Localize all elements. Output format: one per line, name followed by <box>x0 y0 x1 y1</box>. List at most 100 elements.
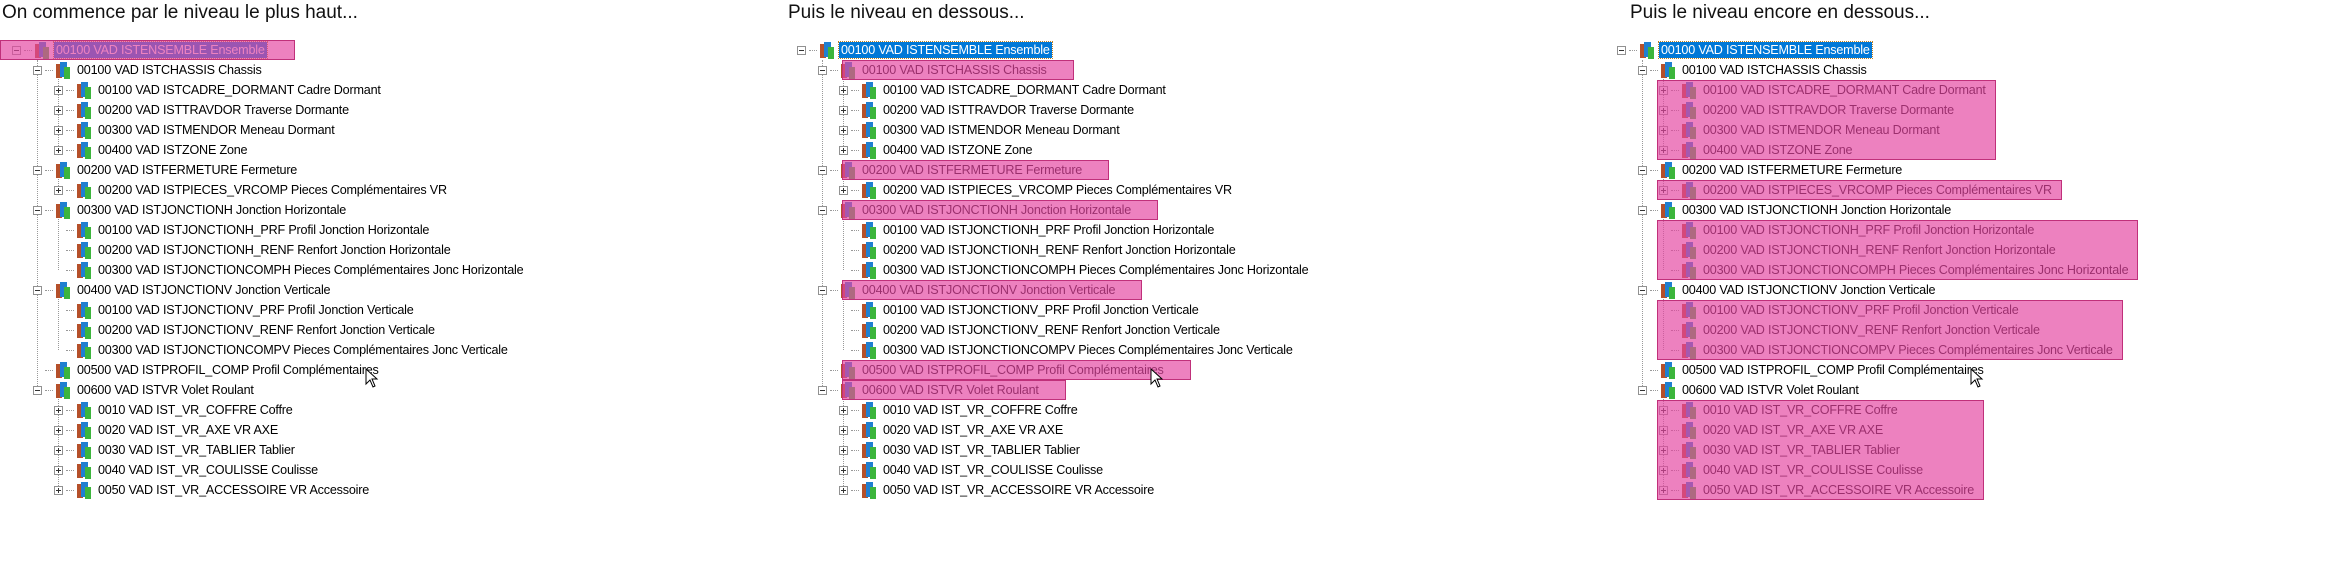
tree-node[interactable]: 0040 VAD IST_VR_COULISSE Coulisse <box>54 460 320 480</box>
tree-node[interactable]: 00100 VAD ISTCHASSIS Chassis <box>33 60 264 80</box>
collapse-icon[interactable] <box>1638 285 1647 295</box>
tree-node[interactable]: 00200 VAD ISTJONCTIONV_RENF Renfort Jonc… <box>839 320 1222 340</box>
expand-icon[interactable] <box>54 465 63 475</box>
collapse-icon[interactable] <box>1638 65 1647 75</box>
expand-icon[interactable] <box>54 85 63 95</box>
collapse-icon[interactable] <box>818 285 827 295</box>
expand-icon[interactable] <box>54 485 63 495</box>
tree-node[interactable]: 00600 VAD ISTVR Volet Roulant <box>1638 380 1861 400</box>
tree-node[interactable]: 00300 VAD ISTJONCTIONH Jonction Horizont… <box>1638 200 1953 220</box>
expand-icon[interactable] <box>839 185 848 195</box>
tree-connector <box>830 169 838 171</box>
book-stack-icon <box>76 101 92 119</box>
expand-icon[interactable] <box>54 445 63 455</box>
expand-icon[interactable] <box>54 125 63 135</box>
expand-icon[interactable] <box>54 185 63 195</box>
tree-node[interactable]: 0030 VAD IST_VR_TABLIER Tablier <box>839 440 1082 460</box>
tree-node[interactable]: 00400 VAD ISTZONE Zone <box>54 140 249 160</box>
tree-node[interactable]: 00100 VAD ISTCADRE_DORMANT Cadre Dormant <box>54 80 383 100</box>
expand-icon[interactable] <box>839 445 848 455</box>
tree-node[interactable]: 00200 VAD ISTTRAVDOR Traverse Dormante <box>54 100 351 120</box>
collapse-icon[interactable] <box>1638 165 1647 175</box>
tree-connector <box>66 429 74 431</box>
tree-node[interactable]: 00100 VAD ISTJONCTIONH_PRF Profil Joncti… <box>54 220 431 240</box>
tree-node[interactable]: 00100 VAD ISTJONCTIONH_PRF Profil Joncti… <box>839 220 1216 240</box>
collapse-icon[interactable] <box>1617 45 1626 55</box>
collapse-icon[interactable] <box>818 65 827 75</box>
collapse-icon[interactable] <box>33 165 42 175</box>
tree-node[interactable]: 00300 VAD ISTJONCTIONCOMPV Pieces Complé… <box>54 340 510 360</box>
tree-node[interactable]: 00200 VAD ISTPIECES_VRCOMP Pieces Complé… <box>54 180 449 200</box>
tree-node[interactable]: 00100 VAD ISTCADRE_DORMANT Cadre Dormant <box>839 80 1168 100</box>
book-stack-icon <box>861 461 877 479</box>
tree-node[interactable]: 00100 VAD ISTJONCTIONV_PRF Profil Joncti… <box>54 300 416 320</box>
expand-icon[interactable] <box>54 425 63 435</box>
mouse-pointer-icon <box>365 367 379 388</box>
tree-node[interactable]: 00200 VAD ISTTRAVDOR Traverse Dormante <box>839 100 1136 120</box>
expand-icon[interactable] <box>839 485 848 495</box>
tree-node[interactable]: 0020 VAD IST_VR_AXE VR AXE <box>54 420 280 440</box>
tree-node-label: 00100 VAD ISTJONCTIONV_PRF Profil Joncti… <box>883 303 1199 317</box>
tree-node[interactable]: 00200 VAD ISTJONCTIONH_RENF Renfort Jonc… <box>54 240 453 260</box>
tree-node[interactable]: 00300 VAD ISTMENDOR Meneau Dormant <box>54 120 337 140</box>
collapse-icon[interactable] <box>33 285 42 295</box>
tree-node[interactable]: 00200 VAD ISTJONCTIONV_RENF Renfort Jonc… <box>54 320 437 340</box>
tree-node-label: 0040 VAD IST_VR_COULISSE Coulisse <box>98 463 318 477</box>
tree-node[interactable]: 00500 VAD ISTPROFIL_COMP Profil Compléme… <box>33 360 381 380</box>
expand-icon[interactable] <box>839 145 848 155</box>
tree-node[interactable]: 00100 VAD ISTJONCTIONV_PRF Profil Joncti… <box>839 300 1201 320</box>
tree-node[interactable]: 00300 VAD ISTMENDOR Meneau Dormant <box>839 120 1122 140</box>
expand-icon[interactable] <box>839 425 848 435</box>
expand-icon[interactable] <box>839 405 848 415</box>
tree-node[interactable]: 0050 VAD IST_VR_ACCESSOIRE VR Accessoire <box>839 480 1156 500</box>
expand-icon[interactable] <box>839 125 848 135</box>
tree-node[interactable]: 00200 VAD ISTJONCTIONH_RENF Renfort Jonc… <box>839 240 1238 260</box>
expand-icon[interactable] <box>54 145 63 155</box>
tree-connector <box>66 249 74 251</box>
tree-node[interactable]: 00300 VAD ISTJONCTIONCOMPH Pieces Complé… <box>54 260 525 280</box>
collapse-icon[interactable] <box>33 385 42 395</box>
tree-node[interactable]: 00400 VAD ISTJONCTIONV Jonction Vertical… <box>1638 280 1937 300</box>
tree-node[interactable]: 00300 VAD ISTJONCTIONH Jonction Horizont… <box>33 200 348 220</box>
tree-connector <box>66 129 74 131</box>
tree-node[interactable]: 00600 VAD ISTVR Volet Roulant <box>33 380 256 400</box>
expand-icon[interactable] <box>54 105 63 115</box>
tree-connector <box>851 449 859 451</box>
tree-node[interactable]: 00200 VAD ISTFERMETURE Fermeture <box>33 160 299 180</box>
highlight-box <box>842 200 1158 220</box>
tree-node[interactable]: 00400 VAD ISTZONE Zone <box>839 140 1034 160</box>
expand-icon[interactable] <box>54 405 63 415</box>
tree-node[interactable]: 0030 VAD IST_VR_TABLIER Tablier <box>54 440 297 460</box>
tree-node[interactable]: 0020 VAD IST_VR_AXE VR AXE <box>839 420 1065 440</box>
expand-icon[interactable] <box>839 85 848 95</box>
tree-connector <box>45 369 53 371</box>
collapse-icon[interactable] <box>818 165 827 175</box>
tree-node[interactable]: 00100 VAD ISTCHASSIS Chassis <box>1638 60 1869 80</box>
tree-node[interactable]: 00100 VAD ISTENSEMBLE Ensemble <box>1617 40 1873 60</box>
highlight-box <box>1657 180 2062 200</box>
collapse-icon[interactable] <box>1638 385 1647 395</box>
tree-node[interactable]: 00300 VAD ISTJONCTIONCOMPV Pieces Complé… <box>839 340 1295 360</box>
tree-node[interactable]: 00300 VAD ISTJONCTIONCOMPH Pieces Complé… <box>839 260 1310 280</box>
expand-icon[interactable] <box>839 105 848 115</box>
book-stack-icon <box>861 261 877 279</box>
collapse-icon[interactable] <box>33 205 42 215</box>
tree-node[interactable]: 00200 VAD ISTPIECES_VRCOMP Pieces Complé… <box>839 180 1234 200</box>
tree-node[interactable]: 00400 VAD ISTJONCTIONV Jonction Vertical… <box>33 280 332 300</box>
tree-node[interactable]: 00100 VAD ISTENSEMBLE Ensemble <box>797 40 1053 60</box>
expand-icon[interactable] <box>839 465 848 475</box>
tree-node-label: 00200 VAD ISTJONCTIONV_RENF Renfort Jonc… <box>98 323 435 337</box>
collapse-icon[interactable] <box>818 385 827 395</box>
tree-connector <box>66 109 74 111</box>
collapse-icon[interactable] <box>1638 205 1647 215</box>
tree-connector <box>66 149 74 151</box>
collapse-icon[interactable] <box>818 205 827 215</box>
tree-node[interactable]: 0010 VAD IST_VR_COFFRE Coffre <box>54 400 295 420</box>
collapse-icon[interactable] <box>797 45 806 55</box>
tree-node[interactable]: 0040 VAD IST_VR_COULISSE Coulisse <box>839 460 1105 480</box>
tree-node[interactable]: 00500 VAD ISTPROFIL_COMP Profil Compléme… <box>1638 360 1986 380</box>
tree-node[interactable]: 0050 VAD IST_VR_ACCESSOIRE VR Accessoire <box>54 480 371 500</box>
tree-node[interactable]: 00200 VAD ISTFERMETURE Fermeture <box>1638 160 1904 180</box>
tree-node[interactable]: 0010 VAD IST_VR_COFFRE Coffre <box>839 400 1080 420</box>
collapse-icon[interactable] <box>33 65 42 75</box>
